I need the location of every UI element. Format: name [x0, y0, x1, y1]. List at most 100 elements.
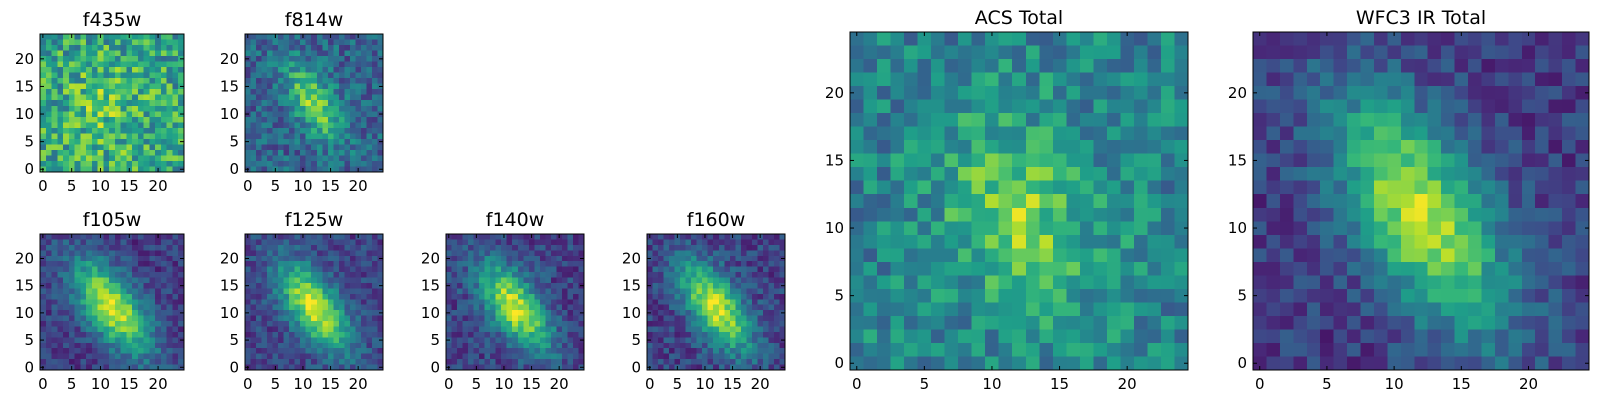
- pixel: [120, 244, 127, 251]
- pixel: [333, 348, 340, 355]
- pixel: [172, 331, 179, 338]
- pixel: [349, 116, 356, 123]
- pixel: [57, 166, 64, 173]
- pixel: [86, 250, 93, 257]
- pixel: [86, 149, 93, 157]
- pixel: [316, 89, 323, 96]
- pixel: [149, 67, 156, 74]
- y-tick-label: 20: [220, 50, 239, 68]
- pixel: [256, 321, 263, 328]
- pixel: [103, 272, 110, 279]
- pixel: [338, 133, 345, 140]
- pixel: [305, 321, 312, 328]
- pixel: [103, 127, 110, 134]
- pixel: [561, 261, 569, 268]
- pixel: [45, 67, 53, 74]
- pixel: [172, 56, 179, 63]
- pixel: [311, 89, 318, 96]
- pixel: [283, 272, 290, 279]
- pixel: [1174, 261, 1189, 276]
- pixel: [517, 348, 524, 355]
- pixel: [917, 234, 932, 249]
- pixel: [1253, 126, 1268, 141]
- pixel: [669, 364, 676, 371]
- pixel: [490, 326, 497, 333]
- pixel: [1360, 234, 1375, 249]
- pixel: [120, 116, 127, 123]
- pixel: [160, 244, 168, 251]
- pixel: [998, 221, 1013, 236]
- pixel: [751, 326, 758, 333]
- pixel: [724, 337, 731, 344]
- pixel: [338, 261, 345, 268]
- pixel: [256, 337, 263, 344]
- pixel: [567, 250, 574, 257]
- pixel: [556, 337, 563, 344]
- pixel: [1133, 153, 1149, 168]
- pixel: [473, 321, 480, 328]
- pixel: [355, 337, 362, 344]
- pixel: [451, 315, 458, 322]
- pixel: [245, 239, 252, 246]
- pixel: [506, 364, 513, 371]
- pixel: [155, 111, 162, 118]
- pixel: [283, 144, 290, 151]
- pixel: [80, 239, 87, 246]
- pixel: [572, 342, 580, 349]
- pixel: [120, 288, 127, 295]
- y-tick-label: 10: [220, 105, 239, 123]
- pixel: [446, 288, 453, 295]
- pixel: [103, 266, 110, 273]
- pixel: [863, 140, 878, 155]
- pixel: [751, 250, 758, 257]
- pixel: [713, 239, 720, 246]
- pixel: [1012, 207, 1027, 222]
- pixel: [172, 100, 179, 107]
- pixel: [166, 122, 174, 129]
- pixel: [578, 288, 585, 295]
- pixel: [360, 234, 368, 241]
- pixel: [1039, 59, 1054, 74]
- pixel: [1066, 288, 1081, 303]
- pixel: [1079, 113, 1094, 128]
- pixel: [126, 155, 133, 162]
- pixel: [517, 266, 524, 273]
- pixel: [490, 293, 497, 300]
- pixel: [1133, 248, 1149, 263]
- pixel: [534, 266, 541, 273]
- pixel: [305, 364, 312, 371]
- pixel: [261, 331, 268, 338]
- pixel: [768, 299, 775, 306]
- pixel: [1106, 126, 1121, 141]
- pixel: [103, 261, 110, 268]
- pixel: [178, 160, 185, 168]
- pixel: [160, 45, 168, 52]
- pixel: [91, 244, 99, 251]
- pixel: [283, 50, 290, 57]
- pixel: [669, 359, 676, 366]
- pixel: [267, 331, 274, 338]
- pixel: [267, 364, 274, 371]
- pixel: [685, 266, 692, 273]
- pixel: [261, 133, 268, 140]
- pixel: [97, 342, 104, 349]
- pixel: [757, 321, 764, 328]
- pixel: [506, 255, 513, 262]
- pixel: [57, 83, 64, 90]
- pixel: [149, 310, 156, 317]
- pixel: [333, 116, 340, 123]
- pixel: [256, 39, 263, 46]
- pixel: [561, 288, 569, 295]
- pixel: [103, 100, 110, 107]
- pixel: [768, 331, 775, 338]
- pixel: [86, 342, 93, 349]
- pixel: [1066, 248, 1081, 263]
- pixel: [1468, 32, 1483, 47]
- pixel: [890, 72, 905, 87]
- pixel: [338, 100, 345, 107]
- pixel: [97, 239, 104, 246]
- pixel: [305, 337, 312, 344]
- pixel: [63, 138, 70, 145]
- pixel: [51, 94, 58, 101]
- pixel: [1147, 234, 1162, 249]
